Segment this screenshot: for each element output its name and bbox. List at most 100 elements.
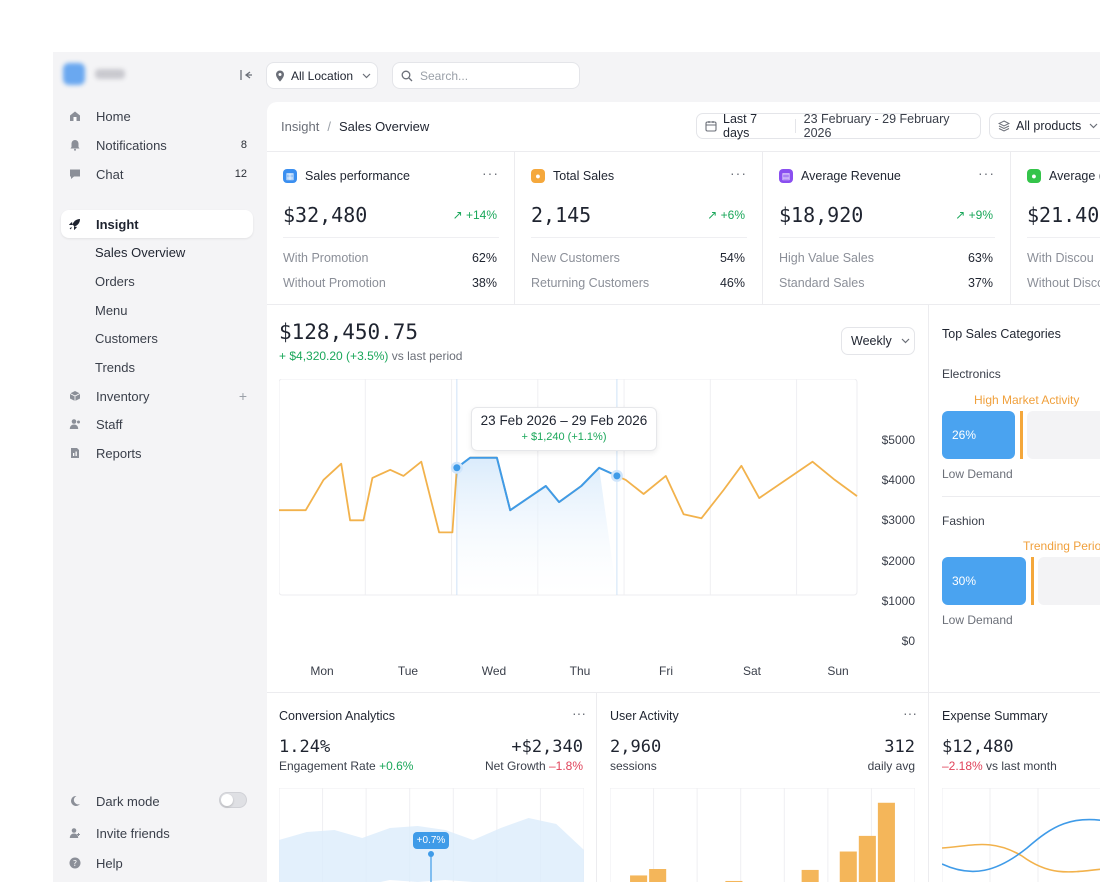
more-options-icon[interactable]: ··· [978,165,995,181]
kpi-row-value: 62% [471,251,497,265]
sidebar-item-label: Notifications [96,137,167,153]
kpi-row: With Discou [1027,251,1100,265]
category-bar[interactable]: 26% [942,411,1015,459]
sidebar-subitem-menu[interactable]: Menu [95,302,128,318]
x-tick-label: Wed [481,664,507,678]
chevron-down-icon [362,73,371,79]
toggle-knob [221,794,233,806]
conversion-area [279,818,584,882]
date-range-picker[interactable]: Last 7 days 23 February - 29 February 20… [696,112,981,140]
sidebar-item-invite-friends[interactable]: Invite friends [61,819,253,847]
activity-bar [649,869,667,882]
period-select[interactable]: Weekly [841,327,915,355]
highlight-area [456,457,617,595]
kpi-title: Total Sales [553,169,615,183]
user-plus-icon [69,827,81,839]
tooltip-range: 23 Feb 2026 – 29 Feb 2026 [480,413,648,428]
category-name: Electronics [942,367,1001,381]
more-options-icon[interactable]: ··· [482,165,499,181]
more-options-icon[interactable]: ··· [730,165,747,181]
expense-value: $12,480 [942,737,1014,757]
chat-count-badge: 12 [234,168,247,180]
kpi-row-value: 54% [719,251,745,265]
conversion-area-chart[interactable] [279,788,584,882]
chevron-down-icon [1089,123,1098,129]
sidebar-item-staff[interactable]: Staff [61,410,253,438]
sidebar-subitem-trends[interactable]: Trends [95,359,135,375]
moon-icon [69,795,81,807]
search-input[interactable]: Search... [392,62,580,89]
sidebar-item-insight[interactable]: Insight [61,210,253,238]
kpi-row-label: New Customers [531,251,620,265]
sidebar-item-help[interactable]: ? Help [61,849,253,877]
chevron-down-icon [901,338,910,344]
kpi-row-value: 37% [967,276,993,290]
sidebar-item-notifications[interactable]: Notifications 8 [61,131,253,159]
bell-icon [69,139,81,151]
divider [928,692,929,882]
bank-icon: ▦ [283,169,297,183]
kpi-change-value: +6% [720,208,745,222]
activity-bar [630,875,648,882]
breadcrumb-root[interactable]: Insight [281,119,320,134]
tooltip-change: + $1,240 (+1.1%) [521,431,607,443]
notification-count-badge: 8 [240,139,247,151]
category-bar[interactable]: 30% [942,557,1026,605]
product-filter[interactable]: All products [989,113,1100,139]
home-icon [69,110,81,122]
chart-tooltip: 23 Feb 2026 – 29 Feb 2026 + $1,240 (+1.1… [471,407,657,451]
more-options-icon[interactable]: ··· [572,705,586,721]
collapse-sidebar-icon[interactable] [239,68,253,82]
sidebar-item-label: Help [96,855,123,871]
sidebar-subitem-orders[interactable]: Orders [95,273,135,289]
expense-line-chart[interactable] [942,788,1100,882]
sales-line-chart[interactable] [279,379,859,599]
kpi-change-value: +9% [968,208,993,222]
more-options-icon[interactable]: ··· [903,705,917,721]
map-pin-icon [275,70,285,82]
conversion-title: Conversion Analytics [279,709,396,723]
divider [942,496,1100,497]
sidebar-item-home[interactable]: Home [61,102,253,130]
divider [267,151,1100,152]
chart-frame [942,788,1100,882]
app-window: Home Notifications 8 Chat 12 Insight Sal… [53,52,1100,882]
sidebar-item-label: Staff [96,416,123,432]
dark-mode-toggle[interactable] [219,792,247,808]
divider [596,692,597,882]
activity-bar [839,851,857,882]
revenue-change: + $4,320.20 (+3.5%) vs last period [279,349,462,363]
x-tick-label: Mon [310,664,334,678]
kpi-title: Average ( [1049,169,1100,183]
engagement-label: Engagement Rate [279,759,376,773]
kpi-change: ↗ +6% [707,208,745,222]
kpi-title: Sales performance [305,169,410,183]
rocket-icon [69,218,81,230]
wallet-icon: ● [1027,169,1041,183]
kpi-value: $21.40 [1027,203,1100,227]
sessions-label: sessions [610,759,657,773]
divider [514,152,515,304]
category-note: High Market Activity [974,393,1080,407]
kpi-row-value: 63% [967,251,993,265]
net-growth-label: Net Growth –1.8% [485,759,583,773]
kpi-row: High Value Sales 63% [779,251,993,265]
revenue-change-value: + $4,320.20 (+3.5%) [279,349,389,363]
x-tick-label: Thu [569,664,591,678]
sidebar-subitem-customers[interactable]: Customers [95,330,158,346]
sidebar-item-reports[interactable]: Reports [61,439,253,467]
activity-bar [858,835,876,882]
add-inventory-icon[interactable]: + [238,388,247,404]
category-low-label: Low Demand [942,467,1013,481]
kpi-row-label: High Value Sales [779,251,874,265]
highlight-line [456,456,617,512]
location-select[interactable]: All Location [266,62,378,89]
sidebar-item-chat[interactable]: Chat 12 [61,160,253,188]
categories-title: Top Sales Categories [942,327,1061,341]
kpi-row-label: With Discou [1027,251,1094,265]
sidebar-item-inventory[interactable]: Inventory + [61,382,253,410]
sidebar-subitem-sales-overview[interactable]: Sales Overview [95,244,186,260]
expense-title: Expense Summary [942,709,1048,723]
coin-icon: ● [531,169,545,183]
user-activity-bar-chart[interactable] [610,788,915,882]
